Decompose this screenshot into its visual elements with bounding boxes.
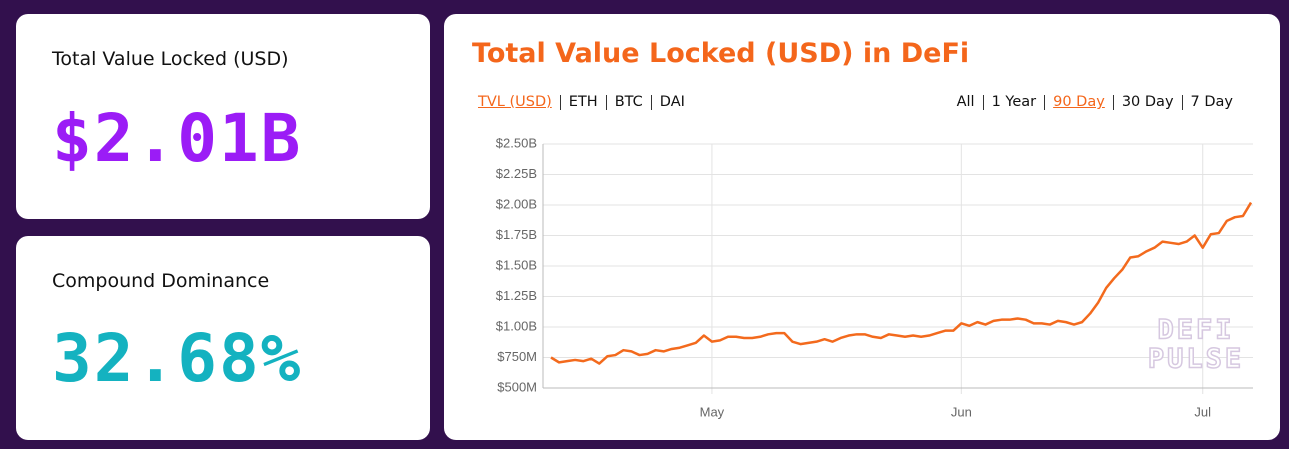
line [550, 201, 1253, 365]
metric-tabs: TVL (USD) ETH BTC DAI [478, 94, 685, 110]
dominance-card: Compound Dominance 32.68% [16, 236, 430, 440]
watermark: DEFI [1157, 315, 1234, 346]
tab[interactable]: TVL (USD) [478, 94, 552, 110]
separator [1044, 94, 1046, 110]
separator [982, 94, 984, 110]
tab[interactable]: ETH [568, 94, 598, 110]
x-tick-label: May [700, 404, 725, 419]
tab[interactable]: 30 Day [1121, 94, 1174, 110]
separator [559, 94, 561, 110]
x-tick-label: Jun [951, 404, 972, 419]
tvl-card: Total Value Locked (USD) $2.01B [16, 14, 430, 219]
range-tabs: All 1 Year 90 Day 30 Day 7 Day [957, 94, 1233, 110]
separator [605, 94, 607, 110]
tab[interactable]: 7 Day [1190, 94, 1233, 110]
watermark: PULSE [1148, 344, 1244, 375]
card-label: Total Value Locked (USD) [52, 48, 289, 70]
y-tick-label: $500M [497, 379, 537, 394]
tab[interactable]: DAI [659, 94, 685, 110]
y-tick-label: $750M [497, 349, 537, 364]
tab[interactable]: All [956, 94, 975, 110]
y-tick-label: $1.50B [496, 257, 537, 272]
tab[interactable]: 90 Day [1053, 94, 1105, 110]
separator [1181, 94, 1183, 110]
x-tick-label: Jul [1194, 404, 1211, 419]
chart-card: Total Value Locked (USD) in DeFi TVL (US… [444, 14, 1280, 440]
y-tick-label: $2.25B [496, 166, 537, 181]
tab[interactable]: BTC [614, 94, 643, 110]
card-value: $2.01B [52, 100, 303, 177]
chart-title: Total Value Locked (USD) in DeFi [472, 38, 970, 69]
tab[interactable]: 1 Year [991, 94, 1037, 110]
y-tick-label: $2.00B [496, 196, 537, 211]
card-value: 32.68% [52, 320, 303, 397]
y-tick-label: $2.50B [496, 135, 537, 150]
y-tick-label: $1.00B [496, 318, 537, 333]
y-tick-label: $1.75B [496, 227, 537, 242]
separator [1112, 94, 1114, 110]
separator [650, 94, 652, 110]
y-tick-label: $1.25B [496, 288, 537, 303]
card-label: Compound Dominance [52, 270, 270, 292]
